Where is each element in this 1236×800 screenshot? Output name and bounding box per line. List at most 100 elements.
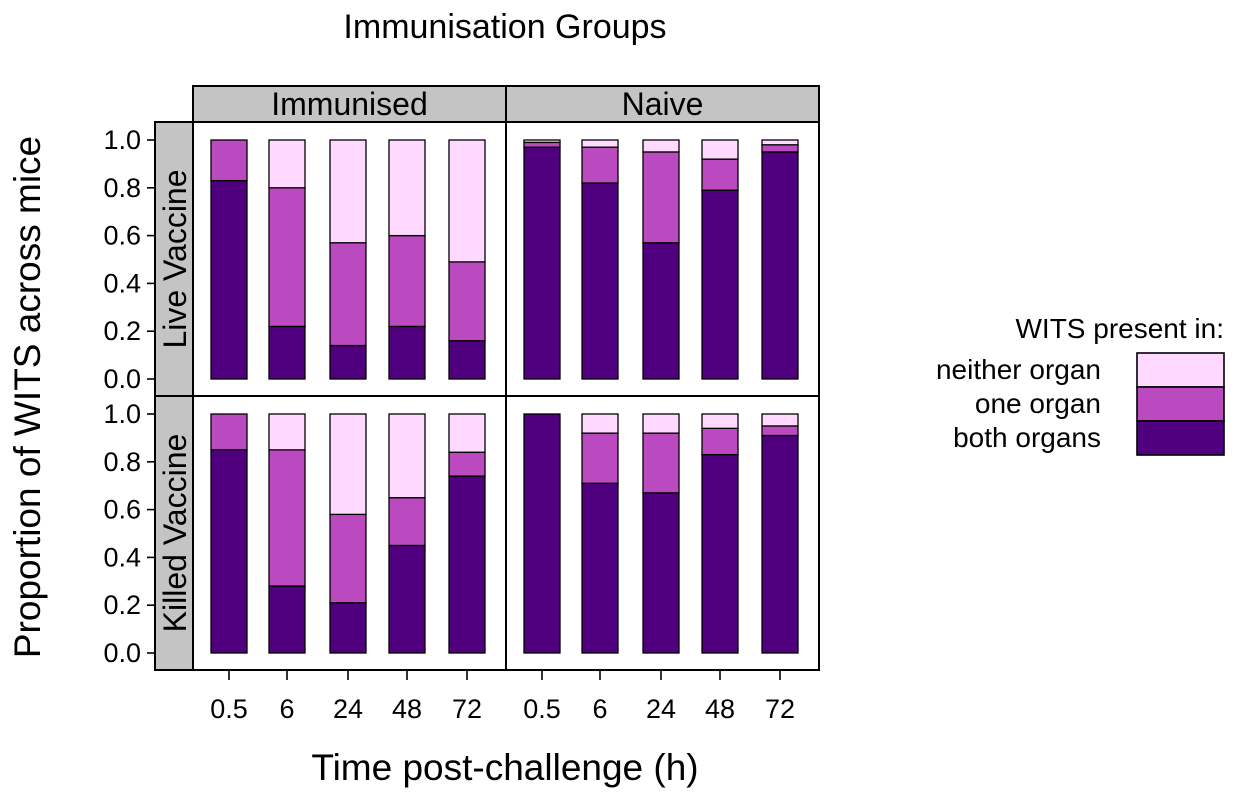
row-strip-label-killed-vaccine: Killed Vaccine [157,434,193,633]
panel-killed-vaccine-naive [523,413,799,654]
bar-segment-both-organs [523,413,561,654]
y-tick-label: 0.8 [103,173,141,203]
x-tick-label: 6 [279,694,294,724]
bar-segment-both-organs [329,602,367,654]
bar-segment-both-organs [268,585,306,654]
strips: Immunised Naive Live Vaccine Killed Vaccine [154,85,820,671]
bar-segment-both-organs [388,544,426,654]
bar-segment-one-organ [761,144,799,153]
bar-segment-one-organ [642,151,680,244]
column-strip-immunised [192,85,507,123]
bar-segment-neither-organ [761,139,799,146]
legend-label-neither-organ: neither organ [936,354,1101,385]
bar-segment-one-organ [210,413,248,451]
bar-segment-one-organ [448,261,486,342]
bar-segment-both-organs [210,179,248,380]
bar-segment-neither-organ [581,139,619,148]
y-tick-label: 0.0 [103,638,141,668]
bar-segment-both-organs [523,146,561,380]
y-tick-label: 0.4 [103,268,141,298]
bar-segment-one-organ [581,432,619,484]
bar-segment-neither-organ [329,139,367,244]
bar-segment-one-organ [642,432,680,494]
panel-killed-vaccine-immunised [210,413,486,654]
y-tick-label: 0.0 [103,364,141,394]
column-strip-label-immunised: Immunised [271,86,428,122]
bar-segment-one-organ [448,451,486,477]
x-tick-label: 0.5 [210,694,248,724]
x-tick-label: 0.5 [523,694,561,724]
x-tick-label: 48 [392,694,422,724]
bar-segment-neither-organ [523,139,561,144]
bar-segment-one-organ [329,513,367,604]
bar-segment-both-organs [642,492,680,654]
bar-segment-both-organs [761,434,799,654]
bar-segment-one-organ [268,449,306,587]
bar-segment-both-organs [329,344,367,380]
x-tick-label: 48 [705,694,735,724]
bar-segment-neither-organ [448,413,486,453]
x-axis: 0.5 6 24 48 72 0.5 6 24 48 72 [210,670,795,724]
bar-segment-both-organs [268,325,306,380]
bar-segment-one-organ [329,242,367,347]
column-strip-label-naive: Naive [622,86,704,122]
panels [192,121,820,671]
bar-segment-one-organ [701,158,739,191]
bar-segment-neither-organ [448,139,486,263]
bar-segment-one-organ [268,187,306,328]
bar-segment-one-organ [701,427,739,456]
bar-segment-one-organ [761,425,799,437]
y-tick-label: 0.6 [103,495,141,525]
panel-live-vaccine-immunised [210,139,486,380]
bar-segment-both-organs [388,325,426,380]
x-tick-label: 24 [333,694,363,724]
panel-frame-killed-vaccine-naive [505,395,820,671]
bar-segment-neither-organ [268,139,306,189]
bar-segment-both-organs [581,182,619,380]
legend-label-both-organs: both organs [953,422,1101,453]
row-strip-killed-vaccine [154,395,194,671]
bar-segment-neither-organ [581,413,619,434]
y-tick-label: 1.0 [103,399,141,429]
y-tick-label: 0.8 [103,447,141,477]
row-strip-label-live-vaccine: Live Vaccine [157,169,193,348]
bar-segment-both-organs [448,340,486,380]
legend-swatch-one-organ [1136,386,1225,422]
column-strip-naive [505,85,820,123]
bar-segment-both-organs [701,189,739,380]
bar-segment-both-organs [761,151,799,380]
y-tick-label: 0.2 [103,316,141,346]
x-tick-label: 72 [452,694,482,724]
bar-segment-neither-organ [701,413,739,429]
y-tick-label: 0.6 [103,221,141,251]
y-axis: 0.0 0.2 0.4 0.6 0.8 1.0 0.0 0.2 0.4 0.6 0.8 1.0 [103,122,156,670]
bar-segment-neither-organ [761,413,799,427]
y-axis-title: Proportion of WITS across mice [7,136,48,658]
x-axis-title: Time post-challenge (h) [311,747,698,788]
chart-title: Immunisation Groups [343,8,666,46]
legend-label-one-organ: one organ [975,388,1101,419]
legend-swatch-both-organs [1136,420,1225,456]
legend-swatch-neither-organ [1136,352,1225,388]
bar-segment-neither-organ [388,413,426,499]
bar-segment-one-organ [210,139,248,182]
bar-segment-both-organs [210,449,248,654]
bar-segment-one-organ [388,234,426,328]
x-tick-label: 24 [646,694,676,724]
bar-segment-neither-organ [268,413,306,451]
y-tick-label: 1.0 [103,125,141,155]
bar-segment-one-organ [581,146,619,184]
bar-segment-one-organ [523,141,561,148]
bar-segment-neither-organ [642,139,680,153]
y-tick-label: 0.4 [103,542,141,572]
bar-segment-both-organs [642,242,680,380]
bar-segment-both-organs [581,482,619,654]
x-tick-label: 72 [765,694,795,724]
y-tick-label: 0.2 [103,590,141,620]
bar-segment-both-organs [448,475,486,654]
bar-segment-neither-organ [642,413,680,434]
bar-segment-neither-organ [388,139,426,237]
bar-segment-one-organ [388,496,426,547]
